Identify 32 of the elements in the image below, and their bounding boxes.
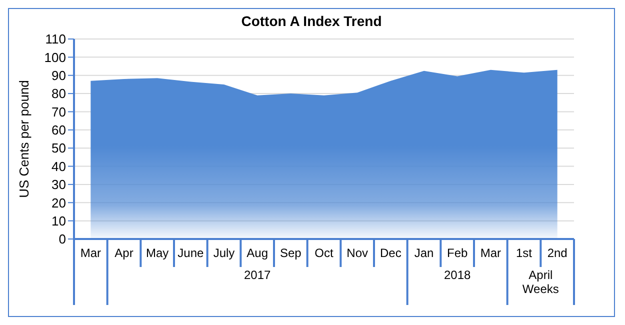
- x-tick-label: 2nd: [547, 246, 568, 260]
- y-tick-label: 20: [52, 195, 66, 210]
- x-tick-label: Apr: [114, 246, 134, 260]
- x-tick-label: Oct: [314, 246, 334, 260]
- x-tick-label: Mar: [480, 246, 502, 260]
- x-tick-label: Sep: [280, 246, 302, 260]
- y-tick-label: 10: [52, 213, 66, 228]
- y-tick-label: 0: [58, 232, 66, 247]
- text: 2017: [244, 268, 272, 282]
- x-tick-label: 1st: [516, 246, 533, 260]
- text: April Weeks: [522, 268, 559, 296]
- x-tick-label: Feb: [446, 246, 468, 260]
- x-tick-label: Dec: [380, 246, 402, 260]
- y-tick-label: 30: [52, 177, 66, 192]
- x-tick-label: Nov: [346, 246, 368, 260]
- y-tick-label: 100: [44, 50, 66, 65]
- y-tick-label: 110: [45, 32, 66, 47]
- y-tick-label: 60: [52, 122, 66, 138]
- x-tick-label: May: [146, 246, 169, 260]
- x-tick-label: Jan: [414, 246, 434, 260]
- y-axis-title: US Cents per pound: [16, 80, 32, 198]
- y-tick-label: 50: [52, 140, 66, 156]
- x-tick-label: June: [178, 246, 204, 260]
- y-tick-label: 80: [52, 86, 66, 102]
- x-tick-label: Mar: [80, 246, 102, 260]
- chart-title: Cotton A Index Trend: [240, 13, 383, 29]
- y-tick-label: 90: [52, 68, 66, 83]
- text: 2018: [444, 268, 472, 282]
- y-tick-label: 40: [52, 158, 66, 174]
- y-tick-label: 70: [52, 104, 66, 120]
- x-tick-label: Aug: [246, 246, 268, 260]
- x-tick-label: July: [213, 246, 235, 260]
